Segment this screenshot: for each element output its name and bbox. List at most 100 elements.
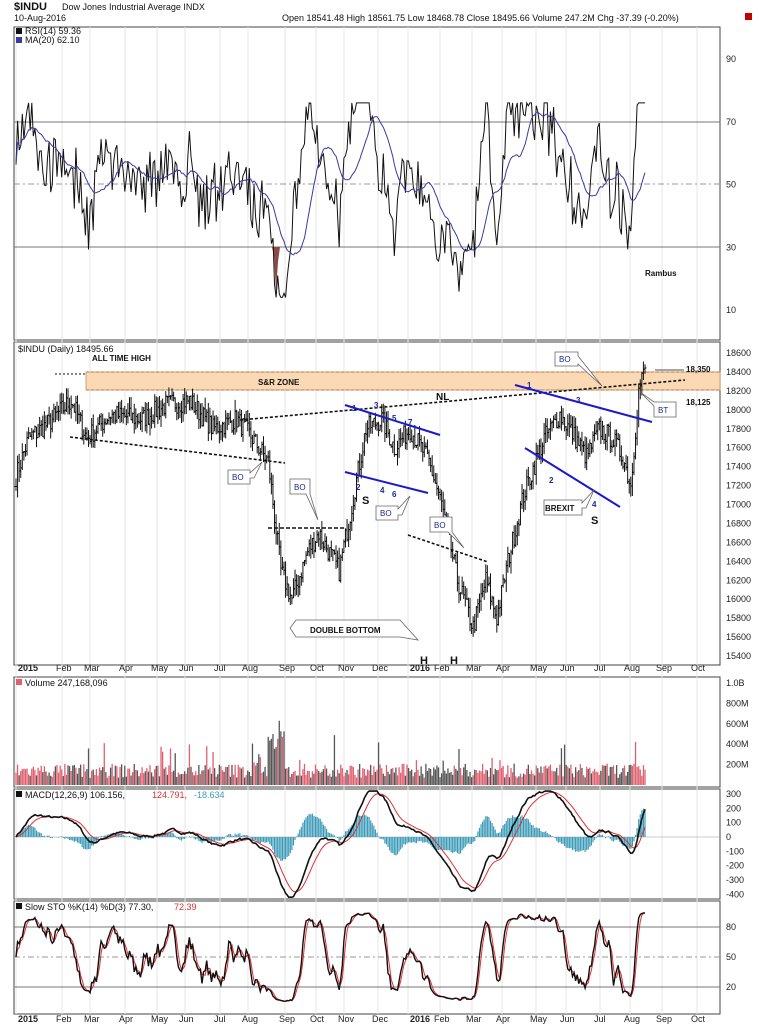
month-label: Aug (624, 1014, 640, 1024)
sto-tick: 80 (726, 922, 736, 932)
sto-tick: 50 (726, 952, 736, 962)
month-label: Apr (496, 1014, 510, 1024)
month-label: Jun (560, 1014, 575, 1024)
month-label: Apr (119, 1014, 133, 1024)
month-label: Jun (179, 663, 194, 673)
volume-tick: 600M (726, 719, 749, 729)
month-label: Dec (372, 663, 389, 673)
price-tick: 16600 (726, 537, 751, 547)
bt-label: BT (658, 406, 668, 415)
flag-upper-line (344, 404, 441, 436)
price-legend: $INDU (Daily) 18495.66 (18, 344, 114, 354)
month-label: Oct (691, 1014, 706, 1024)
pattern-numbers: 1 3 5 7 2 4 6 1 3 2 4 (352, 381, 597, 509)
price-tick: 18000 (726, 405, 751, 415)
month-labels: 2015 2015 Feb Feb Mar Mar Apr Apr May May Jun Jun Ju… (18, 663, 706, 1024)
month-label: Feb (56, 663, 72, 673)
price-bars (14, 361, 647, 637)
num-7: 7 (408, 418, 413, 427)
level-low-label: 18,125 (686, 398, 711, 407)
price-tick: 15400 (726, 651, 751, 661)
month-label: 2016 (410, 663, 430, 673)
macd-tick: -400 (726, 889, 744, 899)
month-label: Dec (372, 1014, 389, 1024)
rsi-tick: 70 (726, 117, 736, 127)
macd-tick: -200 (726, 861, 744, 871)
shoulder-right-label: S (591, 515, 598, 527)
rsi-ma-line (15, 111, 646, 256)
close-icon[interactable] (745, 13, 752, 20)
month-label: Jul (214, 1014, 226, 1024)
volume-axis: 1.0B 800M 600M 400M 200M (726, 678, 749, 770)
price-axis: 18600 18400 18200 18000 17800 17600 17400 17200… (726, 348, 751, 661)
macd-signal-legend: 124.791, (152, 790, 187, 800)
macd-tick: 300 (726, 789, 741, 799)
chart-date: 10-Aug-2016 (14, 13, 66, 23)
month-label: Jun (560, 663, 575, 673)
month-label: May (530, 1014, 548, 1024)
num-5: 5 (392, 414, 397, 423)
volume-tick: 1.0B (726, 678, 745, 688)
all-time-high-label: ALL TIME HIGH (92, 354, 151, 363)
num-1: 1 (352, 404, 357, 413)
month-label: Apr (119, 663, 133, 673)
ma-legend-swatch (16, 37, 22, 43)
rsi-line (15, 101, 645, 298)
rsi-legend-swatch (16, 28, 22, 34)
watermark: Rambus (645, 269, 677, 278)
macd-tick: 0 (726, 832, 731, 842)
rsi-tick: 30 (726, 242, 736, 252)
bo-label-5: BO (559, 355, 571, 364)
month-label: Feb (434, 1014, 450, 1024)
macd-tick: -300 (726, 875, 744, 885)
volume-bars (15, 720, 646, 785)
downtrend-line (69, 436, 286, 464)
month-label: Oct (691, 663, 706, 673)
rsi-legend: RSI(14) 59.36 (25, 26, 81, 36)
sto-tick: 20 (726, 982, 736, 992)
sr-zone-label: S&R ZONE (258, 378, 300, 387)
month-label: Sep (279, 1014, 295, 1024)
macd-axis: 300 200 100 0 -100 -200 -300 -400 (726, 789, 744, 899)
brexit-label: BREXIT (545, 504, 574, 513)
neckline-label: NL (436, 392, 449, 403)
macd-tick: 100 (726, 818, 741, 828)
shoulder-left-label: S (362, 495, 369, 507)
rsi-grid (14, 121, 720, 248)
rsi-axis: 90 70 50 30 10 (726, 54, 736, 315)
month-label: 2015 (18, 1014, 38, 1024)
num-4b: 4 (592, 500, 597, 509)
wedge-lower-line (524, 447, 621, 508)
macd-signal-line (15, 791, 646, 893)
price-tick: 18200 (726, 386, 751, 396)
macd-tick: 200 (726, 803, 741, 813)
level-high-label: 18,350 (686, 365, 711, 374)
price-tick: 17000 (726, 500, 751, 510)
price-tick: 16200 (726, 575, 751, 585)
rsi-tick: 90 (726, 54, 736, 64)
bo-label-1: BO (232, 473, 244, 482)
num-3b: 3 (576, 396, 581, 405)
volume-tick: 400M (726, 739, 749, 749)
volume-panel (13, 676, 721, 788)
head-left-label: H (420, 655, 428, 667)
month-label: Jun (179, 1014, 194, 1024)
sto-legend: Slow STO %K(14) %D(3) 77.30, (25, 902, 153, 912)
wedge-breakout-line (407, 534, 489, 563)
num-2b: 2 (549, 476, 554, 485)
num-1b: 1 (527, 381, 532, 390)
sr-zone (85, 371, 721, 391)
month-label: 2015 (18, 663, 38, 673)
month-label: Sep (656, 1014, 672, 1024)
month-label: Feb (56, 1014, 72, 1024)
price-tick: 16800 (726, 518, 751, 528)
volume-tick: 800M (726, 698, 749, 708)
macd-hist-legend: -18.634 (194, 790, 225, 800)
head-right-label: H (450, 655, 458, 667)
bo-label-4: BO (434, 521, 446, 530)
macd-histogram (16, 808, 646, 861)
month-label: Nov (338, 663, 355, 673)
num-6: 6 (392, 490, 397, 499)
month-label: Oct (310, 663, 325, 673)
